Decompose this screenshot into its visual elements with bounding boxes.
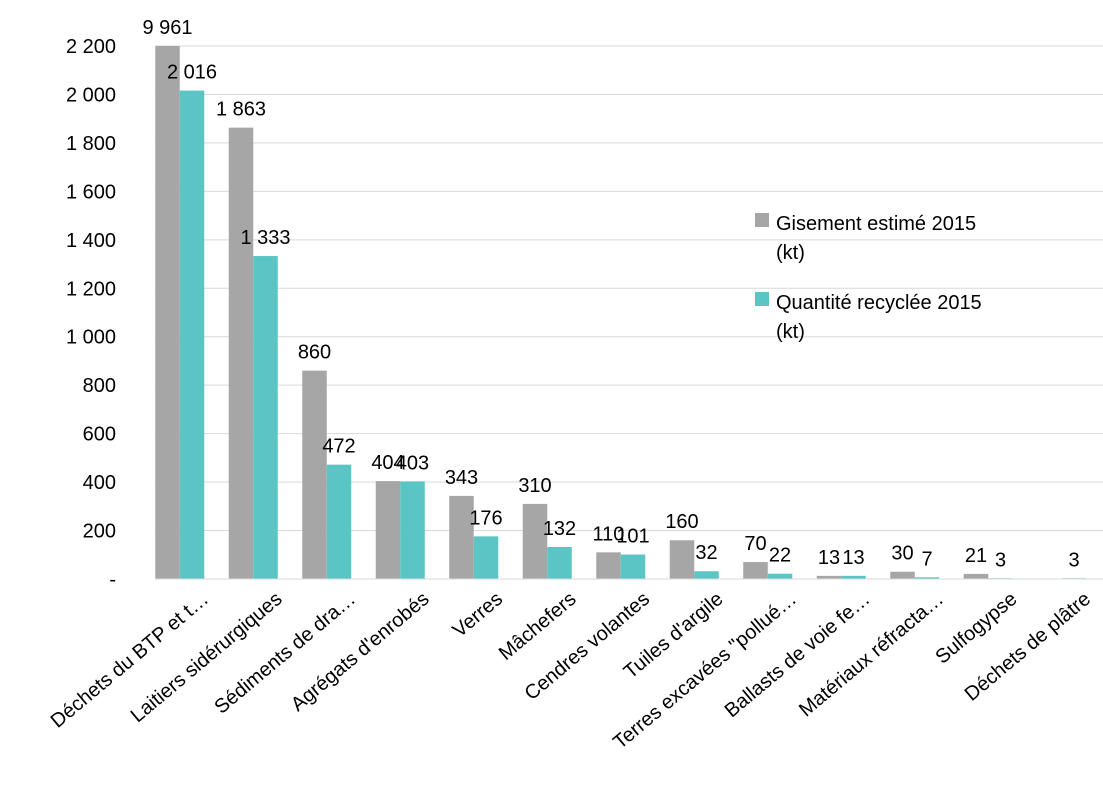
bar-recyclee [694, 571, 719, 579]
data-label-recyclee: 2 016 [167, 62, 217, 84]
y-tick-label: 2 200 [66, 36, 116, 58]
bar-recyclee [547, 547, 572, 579]
bars [155, 46, 1087, 580]
y-tick-label: 2 000 [66, 84, 116, 106]
data-label-gisement: 160 [665, 511, 698, 533]
x-category-label: Déchets de plâtre [961, 588, 1095, 706]
data-label-recyclee: 3 [1068, 549, 1079, 571]
y-tick-label: 600 [83, 424, 116, 446]
bar-gisement [669, 540, 695, 579]
y-tick-label: 1 400 [66, 230, 116, 252]
data-label-recyclee: 32 [695, 542, 717, 564]
legend-label-gisement-line2: (kt) [776, 242, 805, 264]
data-label-gisement: 9 961 [142, 17, 192, 39]
bar-gisement [375, 481, 401, 579]
x-axis-category-labels: Déchets du BTP et t…Laitiers sidérurgiqu… [47, 588, 1095, 754]
data-label-gisement: 70 [744, 533, 766, 555]
y-tick-label: 1 000 [66, 327, 116, 349]
data-label-gisement: 310 [518, 475, 551, 497]
data-label-recyclee: 3 [995, 549, 1006, 571]
x-category-label: Verres [449, 588, 507, 642]
y-tick-label: 400 [83, 472, 116, 494]
data-label-recyclee: 7 [921, 548, 932, 570]
y-tick-label: 200 [83, 521, 116, 543]
bar-gisement [596, 552, 621, 579]
data-label-recyclee: 403 [396, 452, 429, 474]
y-tick-label: 1 600 [66, 181, 116, 203]
data-label-gisement: 1 863 [216, 99, 266, 121]
data-label-gisement: 21 [965, 545, 987, 567]
bar-recyclee [914, 577, 940, 579]
data-label-recyclee: 472 [322, 436, 355, 458]
gridlines [155, 45, 1103, 532]
y-tick-label: - [109, 569, 116, 591]
legend-label-recyclee-line1: Quantité recyclée 2015 [776, 292, 982, 314]
bar-gisement [890, 571, 915, 579]
legend-swatch-gisement [755, 213, 769, 227]
legend-swatch-recyclee [755, 292, 769, 306]
bar-recyclee [767, 573, 793, 579]
y-tick-label: 1 800 [66, 133, 116, 155]
data-label-gisement: 30 [891, 543, 913, 565]
x-category-label: Agrégats d'enrobés [287, 588, 434, 716]
data-label-recyclee: 176 [469, 507, 502, 529]
bar-recyclee [400, 481, 425, 579]
data-label-recyclee: 13 [842, 547, 864, 569]
bar-gisement [522, 503, 548, 579]
y-tick-label: 1 200 [66, 278, 116, 300]
bar-gisement [816, 575, 842, 579]
legend-label-recyclee-line2: (kt) [776, 321, 805, 343]
data-label-gisement: 343 [445, 467, 478, 489]
x-category-label: Matériaux réfracta… [795, 588, 948, 721]
bar-recyclee [326, 464, 352, 579]
legend-label-gisement-line1: Gisement estimé 2015 [776, 213, 976, 235]
data-label-recyclee: 101 [616, 526, 649, 548]
data-label-recyclee: 132 [543, 518, 576, 540]
bar-gisement [449, 495, 474, 579]
data-label-gisement: 110 [593, 523, 625, 545]
data-label-recyclee: 22 [769, 545, 791, 567]
y-tick-label: 800 [83, 375, 116, 397]
bar-recyclee [473, 536, 499, 579]
legend: Gisement estimé 2015 (kt) Quantité recyc… [755, 213, 982, 343]
data-label-gisement: 13 [818, 547, 840, 569]
bar-gisement [228, 127, 254, 580]
x-category-label: Sédiments de dra… [210, 588, 360, 718]
bar-gisement [302, 370, 327, 579]
bar-recyclee [179, 90, 205, 579]
bar-gisement [155, 46, 180, 579]
bar-recyclee [253, 256, 278, 579]
bar-gisement [963, 573, 989, 579]
bar-gisement [743, 562, 768, 579]
bar-recyclee [620, 554, 646, 579]
data-label-gisement: 404 [371, 452, 404, 474]
data-label-gisement: 860 [298, 342, 331, 364]
bar-recyclee [841, 575, 866, 579]
x-category-label: Cendres volantes [521, 588, 654, 705]
y-axis-tick-labels: - 200 400 600 800 1 000 1 200 1 400 1 600 1 800 2 … [66, 36, 116, 591]
data-label-recyclee: 1 333 [240, 227, 290, 249]
